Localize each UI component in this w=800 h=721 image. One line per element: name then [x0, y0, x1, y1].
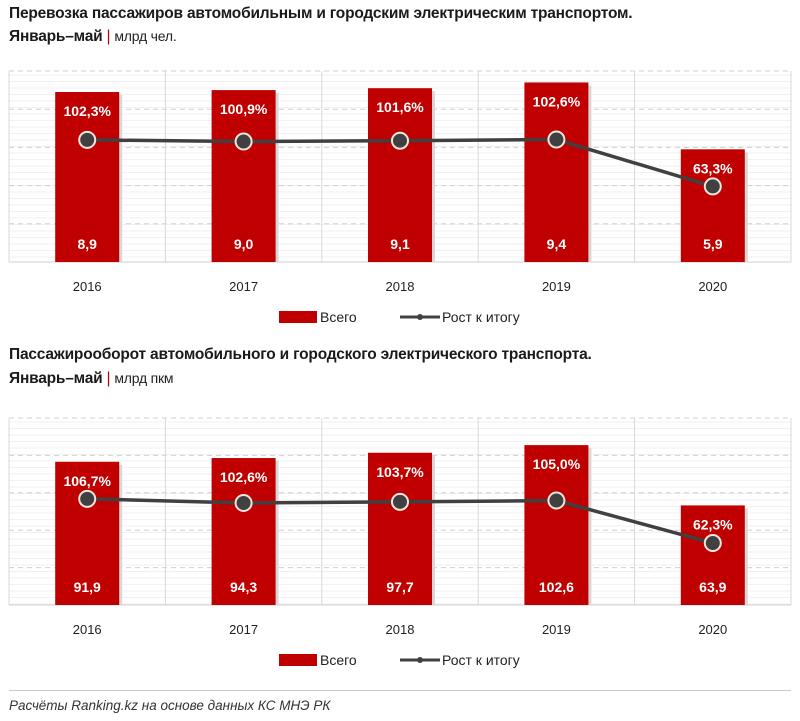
- growth-marker-2016: [78, 130, 97, 149]
- bar-value-label: 97,7: [386, 579, 413, 595]
- growth-label: 102,6%: [220, 469, 268, 485]
- bar-value-label: 94,3: [230, 579, 257, 595]
- bar-2016: [55, 92, 120, 262]
- x-tick-label: 2020: [698, 279, 727, 294]
- chart1: 8,9 102,3% 2016 9,0 100,9% 2017 9,1 101,6% 2018 9…: [8, 70, 792, 325]
- legend-marker: [417, 657, 423, 663]
- chart1-unit: млрд чел.: [114, 28, 177, 44]
- bar-value-label: 102,6: [539, 579, 574, 595]
- growth-label: 105,0%: [533, 456, 581, 472]
- growth-marker-2018: [391, 492, 409, 511]
- bar-value-label: 9,4: [547, 236, 567, 252]
- growth-label: 100,9%: [220, 101, 268, 117]
- separator: |: [106, 28, 111, 45]
- x-tick-label: 2018: [386, 279, 415, 294]
- growth-label: 103,7%: [376, 464, 424, 480]
- x-tick-label: 2016: [73, 622, 102, 637]
- chart1-title: Перевозка пассажиров автомобильным и гор…: [9, 5, 633, 22]
- growth-marker-2016: [78, 489, 97, 508]
- legend-marker: [417, 314, 423, 320]
- chart1-period: Январь–май: [9, 28, 103, 45]
- x-tick-label: 2017: [229, 622, 258, 637]
- growth-label: 63,3%: [693, 160, 733, 176]
- source-note: Расчёты Ranking.kz на основе данных КС М…: [9, 698, 331, 713]
- separator: |: [106, 370, 111, 387]
- growth-marker-2019: [547, 130, 566, 149]
- bar-value-label: 5,9: [703, 236, 723, 252]
- bar-value-label: 91,9: [74, 579, 101, 595]
- legend-swatch-bars: [279, 654, 317, 666]
- bar-2019: [524, 82, 589, 263]
- x-tick-label: 2020: [698, 622, 727, 637]
- x-tick-label: 2017: [229, 279, 258, 294]
- bar-2017: [211, 458, 276, 605]
- growth-marker-2020: [703, 177, 722, 196]
- chart2-unit: млрд пкм: [114, 370, 174, 386]
- bar-value-label: 9,1: [390, 236, 410, 252]
- x-tick-label: 2019: [542, 622, 571, 637]
- chart1-subtitle: Январь–май | млрд чел.: [9, 28, 177, 46]
- bar-value-label: 9,0: [234, 236, 254, 252]
- bar-2016: [55, 461, 120, 605]
- growth-marker-2020: [703, 534, 722, 553]
- growth-label: 101,6%: [376, 99, 424, 115]
- x-tick-label: 2019: [542, 279, 571, 294]
- growth-label: 62,3%: [693, 516, 733, 532]
- bar-2020: [680, 149, 745, 262]
- growth-label: 102,6%: [533, 93, 581, 109]
- legend-label-line: Рост к итогу: [442, 309, 520, 325]
- growth-marker-2017: [234, 493, 253, 512]
- chart2-title: Пассажирооборот автомобильного и городск…: [9, 346, 592, 363]
- legend-label-bars: Всего: [320, 309, 357, 325]
- growth-marker-2017: [234, 132, 253, 151]
- legend-label-bars: Всего: [320, 652, 357, 668]
- growth-marker-2019: [547, 491, 566, 510]
- growth-marker-2018: [391, 131, 409, 150]
- divider: [9, 690, 791, 691]
- growth-label: 106,7%: [63, 473, 111, 489]
- bar-value-label: 63,9: [699, 579, 726, 595]
- bar-2018: [368, 88, 432, 262]
- x-tick-label: 2016: [73, 279, 102, 294]
- chart2-period: Январь–май: [9, 370, 103, 387]
- legend-label-line: Рост к итогу: [442, 652, 520, 668]
- bar-2018: [368, 452, 432, 605]
- legend-swatch-bars: [279, 311, 317, 323]
- growth-label: 102,3%: [63, 103, 111, 119]
- x-tick-label: 2018: [386, 622, 415, 637]
- bar-2019: [524, 445, 589, 605]
- bar-2020: [680, 505, 745, 605]
- bar-value-label: 8,9: [77, 236, 97, 252]
- bar-2017: [211, 90, 276, 262]
- chart2: 91,9 106,7% 2016 94,3 102,6% 2017 97,7 103,7% 20…: [8, 417, 792, 668]
- chart2-subtitle: Январь–май | млрд пкм: [9, 370, 174, 388]
